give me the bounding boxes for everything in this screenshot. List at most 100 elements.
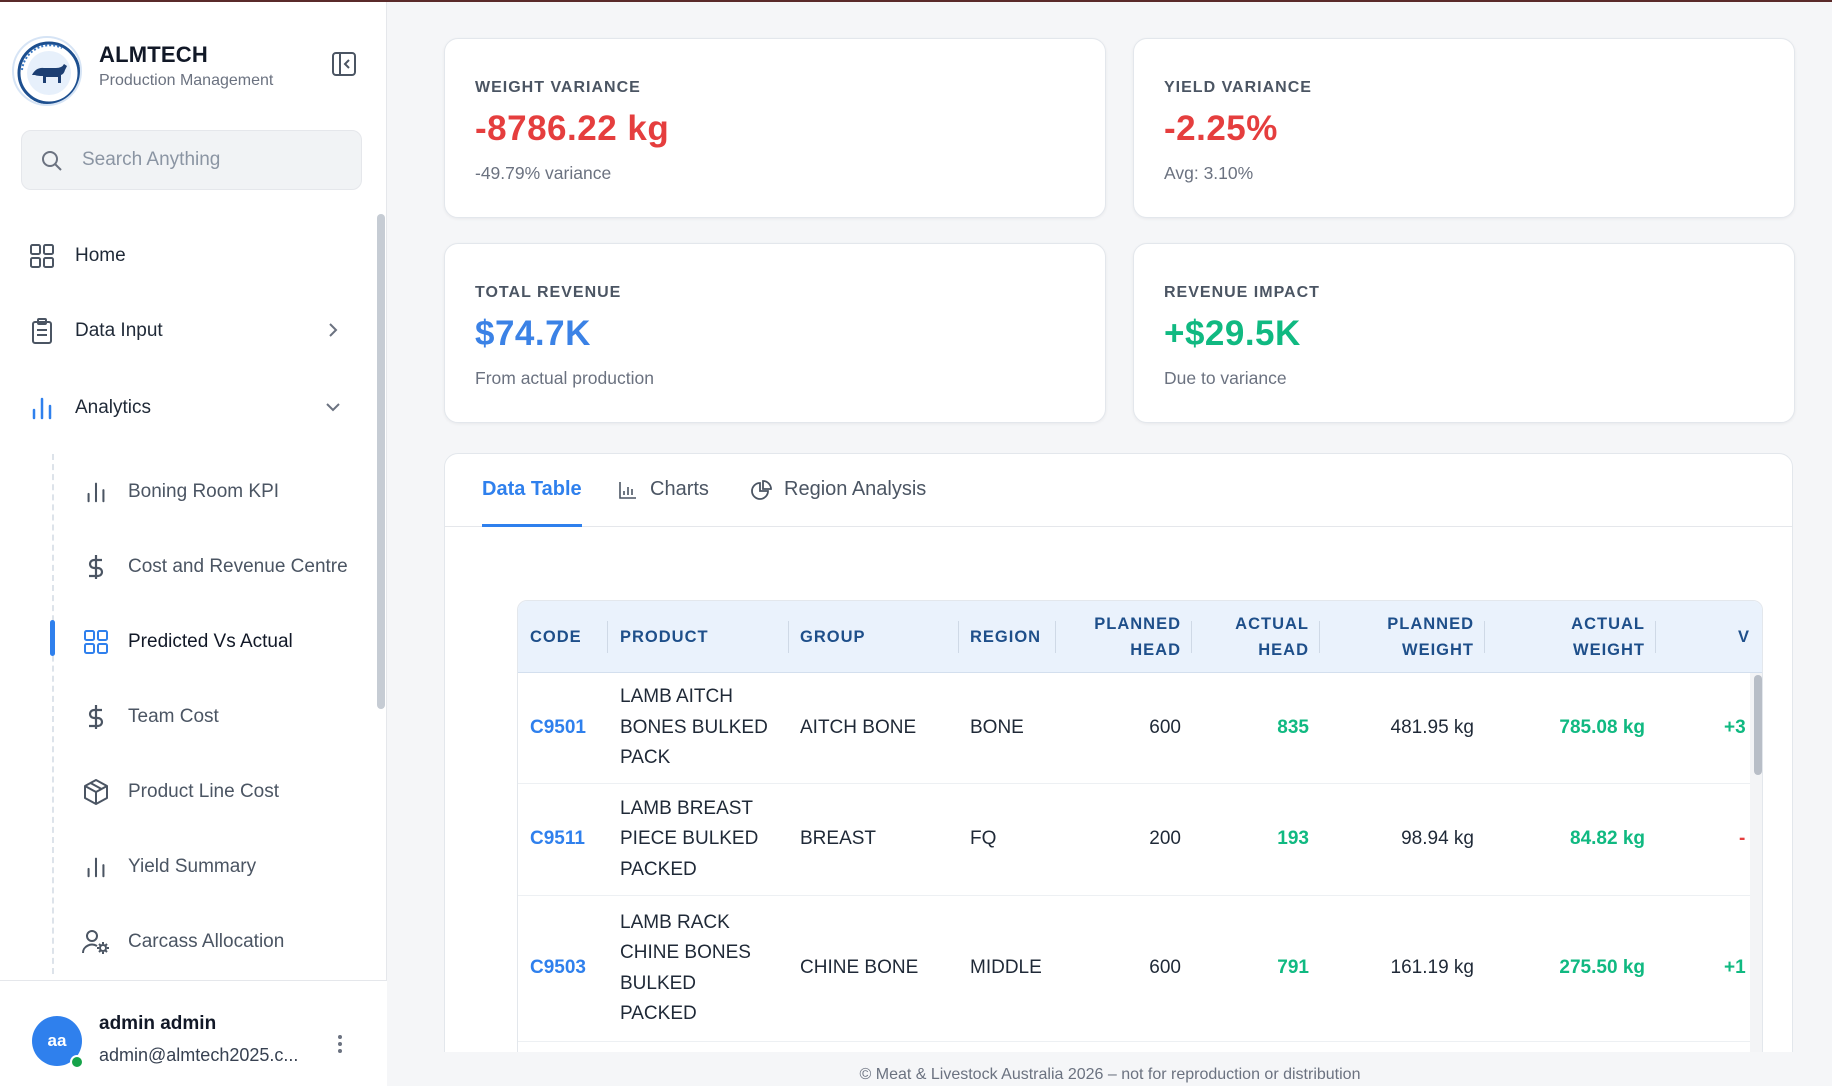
sidebar-item-label: Cost and Revenue Centre xyxy=(128,556,348,577)
column-divider xyxy=(1484,621,1485,653)
sidebar-item-carcass-allocation[interactable]: Carcass Allocation xyxy=(78,917,378,967)
bar-chart-icon xyxy=(24,390,60,426)
grid-icon xyxy=(78,624,114,660)
column-header-region[interactable]: REGION xyxy=(970,627,1042,646)
sidebar-item-label: Carcass Allocation xyxy=(128,931,285,952)
header-line: WEIGHT xyxy=(1402,641,1474,659)
nav-home[interactable]: Home xyxy=(24,231,354,281)
sidebar-item-label: Product Line Cost xyxy=(128,781,280,802)
cell-actual-weight: 275.50 kg xyxy=(1559,957,1645,979)
tab-label: Region Analysis xyxy=(784,478,927,500)
kpi-card-yield-variance: YIELD VARIANCE -2.25% Avg: 3.10% xyxy=(1133,38,1795,218)
table-row[interactable]: C9501 LAMB AITCH BONES BULKED PACK AITCH… xyxy=(518,673,1762,784)
table-header: CODE PRODUCT GROUP REGION PLANNED HEAD AC… xyxy=(518,601,1762,673)
grid-icon xyxy=(24,238,60,274)
dollar-icon xyxy=(78,549,114,585)
active-indicator xyxy=(50,620,55,656)
column-header-actual-weight[interactable]: ACTUAL WEIGHT xyxy=(1495,601,1645,673)
online-status-dot xyxy=(70,1055,84,1069)
kpi-card-revenue-impact: REVENUE IMPACT +$29.5K Due to variance xyxy=(1133,243,1795,423)
cell-region: FQ xyxy=(970,828,997,850)
header-line: HEAD xyxy=(1130,641,1181,659)
column-header-code[interactable]: CODE xyxy=(530,627,582,646)
table-scrollbar-thumb[interactable] xyxy=(1754,675,1762,775)
collapse-sidebar-button[interactable] xyxy=(328,48,360,80)
analysis-panel: Data Table Charts Region Analysis CODE P… xyxy=(444,453,1793,1086)
bar-chart-icon xyxy=(78,474,114,510)
table-row[interactable]: C9503 LAMB RACK CHINE BONES BULKED PACKE… xyxy=(518,896,1762,1042)
kpi-label: WEIGHT VARIANCE xyxy=(475,79,641,96)
nav-analytics-label: Analytics xyxy=(75,397,152,418)
column-header-group[interactable]: GROUP xyxy=(800,627,866,646)
sidebar-item-boning-room-kpi[interactable]: Boning Room KPI xyxy=(78,467,378,517)
column-divider xyxy=(607,621,608,653)
nav-data-input-label: Data Input xyxy=(75,320,163,341)
tab-charts[interactable]: Charts xyxy=(618,478,709,527)
cell-region: BONE xyxy=(970,716,1024,738)
tab-region-analysis[interactable]: Region Analysis xyxy=(750,478,926,527)
kpi-label: YIELD VARIANCE xyxy=(1164,79,1312,96)
column-divider xyxy=(1055,621,1056,653)
cell-planned-head: 600 xyxy=(1149,957,1181,979)
predicted-vs-actual-table: CODE PRODUCT GROUP REGION PLANNED HEAD AC… xyxy=(517,600,1763,1086)
cell-variance: +1 xyxy=(1724,957,1746,979)
kpi-label: REVENUE IMPACT xyxy=(1164,284,1320,301)
chevron-right-icon xyxy=(322,319,344,346)
user-name: admin admin xyxy=(99,1013,217,1034)
column-divider xyxy=(1655,621,1656,653)
cell-region: MIDDLE xyxy=(970,957,1042,979)
column-divider xyxy=(1191,621,1192,653)
sidebar-item-label: Team Cost xyxy=(128,706,219,727)
cell-actual-weight: 84.82 kg xyxy=(1570,828,1645,850)
kpi-subtext: -49.79% variance xyxy=(475,163,612,183)
user-profile: aa admin admin admin@almtech2025.c... xyxy=(0,980,387,1086)
kpi-label: TOTAL REVENUE xyxy=(475,284,622,301)
cell-planned-weight: 481.95 kg xyxy=(1390,716,1474,738)
chart-icon xyxy=(618,480,638,506)
sidebar-item-team-cost[interactable]: Team Cost xyxy=(78,692,378,742)
column-header-planned-head[interactable]: PLANNED HEAD xyxy=(1066,601,1181,673)
sidebar-item-product-line-cost[interactable]: Product Line Cost xyxy=(78,767,378,817)
cell-code[interactable]: C9501 xyxy=(530,716,586,738)
nav-analytics[interactable]: Analytics xyxy=(24,383,354,433)
nav-data-input[interactable]: Data Input xyxy=(24,306,354,356)
cell-code[interactable]: C9503 xyxy=(530,957,586,979)
column-header-product[interactable]: PRODUCT xyxy=(620,627,709,646)
kpi-value: -8786.22 kg xyxy=(475,109,670,148)
header-line: WEIGHT xyxy=(1573,641,1645,659)
sidebar-item-predicted-vs-actual[interactable]: Predicted Vs Actual xyxy=(78,617,378,667)
tab-label: Charts xyxy=(650,478,709,500)
tab-data-table[interactable]: Data Table xyxy=(482,478,582,527)
sidebar-scrollbar[interactable] xyxy=(377,214,385,709)
kpi-subtext: Due to variance xyxy=(1164,368,1287,388)
sidebar-item-yield-summary[interactable]: Yield Summary xyxy=(78,842,378,892)
kpi-subtext: Avg: 3.10% xyxy=(1164,163,1254,183)
cell-code[interactable]: C9511 xyxy=(530,828,585,850)
header-line: ACTUAL xyxy=(1571,614,1645,633)
kpi-value: +$29.5K xyxy=(1164,314,1301,353)
cell-group: AITCH BONE xyxy=(800,716,917,738)
more-options-icon[interactable] xyxy=(330,1029,350,1059)
table-scrollbar-track[interactable] xyxy=(1750,673,1762,1086)
sidebar-item-label: Predicted Vs Actual xyxy=(128,631,293,652)
brand-subtitle: Production Management xyxy=(99,72,274,89)
brand-name: ALMTECH xyxy=(99,42,208,67)
sidebar: ALMTECH Production Management Home Data … xyxy=(0,2,387,1086)
sidebar-item-cost-revenue-centre[interactable]: Cost and Revenue Centre xyxy=(78,542,378,592)
header-line: HEAD xyxy=(1258,641,1309,659)
cell-actual-head: 791 xyxy=(1277,957,1309,979)
cell-group: BREAST xyxy=(800,828,877,850)
cell-variance: - xyxy=(1739,828,1746,850)
cell-product: LAMB RACK CHINE BONES BULKED PACKED xyxy=(620,911,751,1024)
user-email: admin@almtech2025.c... xyxy=(99,1045,299,1065)
submenu-guide-line xyxy=(52,454,54,974)
nav-home-label: Home xyxy=(75,245,126,266)
box-icon xyxy=(78,774,114,810)
cell-planned-head: 600 xyxy=(1149,716,1181,738)
column-header-planned-weight[interactable]: PLANNED WEIGHT xyxy=(1330,601,1474,673)
search-input[interactable] xyxy=(82,131,352,189)
column-header-variance[interactable]: V xyxy=(1698,601,1750,673)
user-gear-icon xyxy=(78,924,114,960)
column-header-actual-head[interactable]: ACTUAL HEAD xyxy=(1201,601,1309,673)
table-row[interactable]: C9511 LAMB BREAST PIECE BULKED PACKED BR… xyxy=(518,784,1762,896)
